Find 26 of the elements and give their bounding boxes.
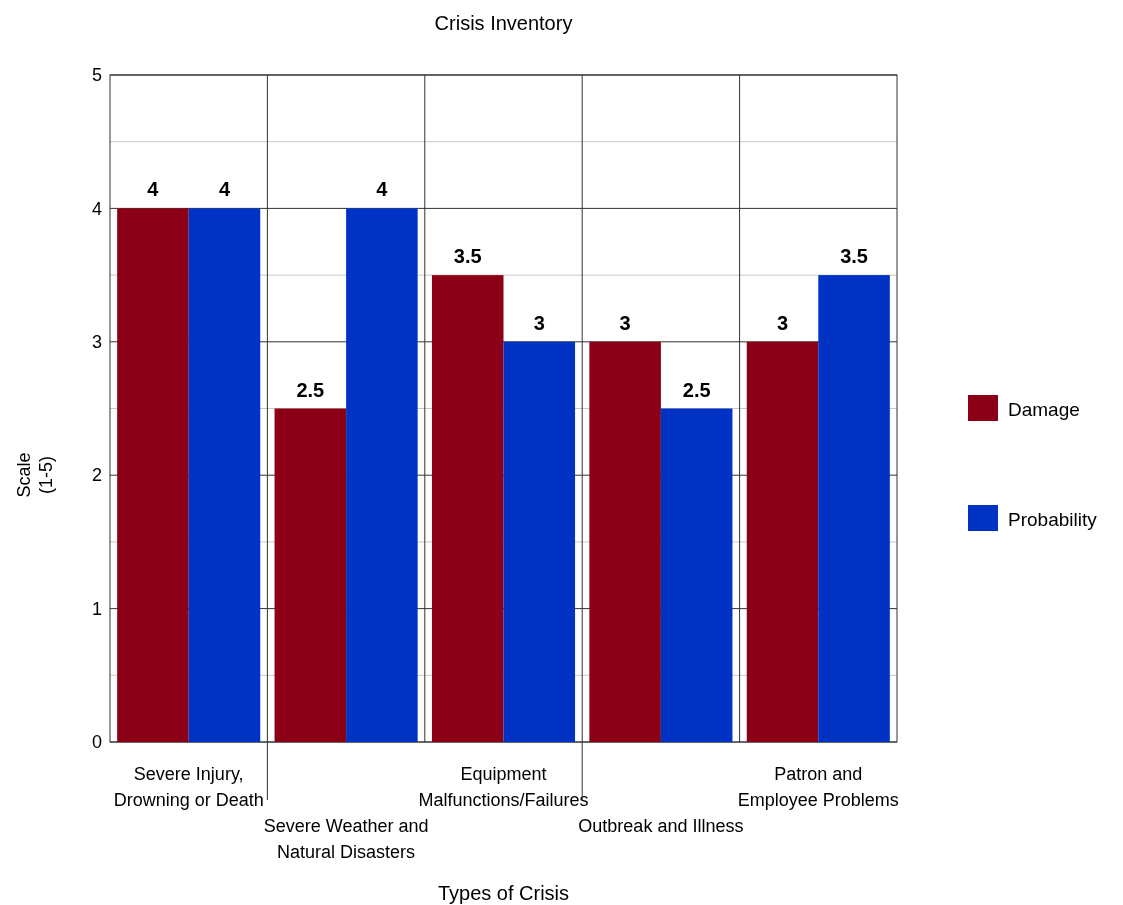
x-tick-label: Patron and Employee Problems bbox=[737, 764, 899, 810]
y-tick-label: 4 bbox=[91, 198, 102, 219]
data-label: 3 bbox=[533, 311, 545, 334]
y-axis-title: Scale (1-5) bbox=[14, 452, 56, 498]
data-label: 4 bbox=[147, 178, 160, 201]
data-label: 3.5 bbox=[453, 245, 482, 268]
data-label: 3 bbox=[776, 311, 789, 334]
x-tick-label: Severe Injury, Drowning or Death bbox=[113, 764, 264, 810]
y-tick-label: 5 bbox=[91, 65, 102, 86]
legend-label: Probability bbox=[1008, 509, 1098, 530]
legend-label: Damage bbox=[1008, 399, 1080, 420]
chart-title: Crisis Inventory bbox=[434, 12, 573, 34]
data-label: 2.5 bbox=[296, 378, 325, 401]
x-tick-label: Outbreak and Illness bbox=[578, 816, 744, 836]
x-tick-label: Equipment Malfunctions/Failures bbox=[418, 764, 589, 810]
x-tick-label: Severe Weather and Natural Disasters bbox=[263, 816, 429, 862]
data-label: 3 bbox=[619, 311, 631, 334]
data-label: 4 bbox=[218, 178, 231, 201]
data-label: 4 bbox=[376, 178, 389, 201]
data-label: 2.5 bbox=[682, 378, 711, 401]
y-tick-label: 3 bbox=[91, 332, 102, 353]
y-tick-label: 2 bbox=[91, 465, 102, 486]
data-label: 3.5 bbox=[840, 245, 868, 268]
x-axis-title: Types of Crisis bbox=[437, 882, 570, 904]
y-tick-label: 1 bbox=[91, 598, 102, 619]
y-tick-label: 0 bbox=[91, 732, 102, 753]
